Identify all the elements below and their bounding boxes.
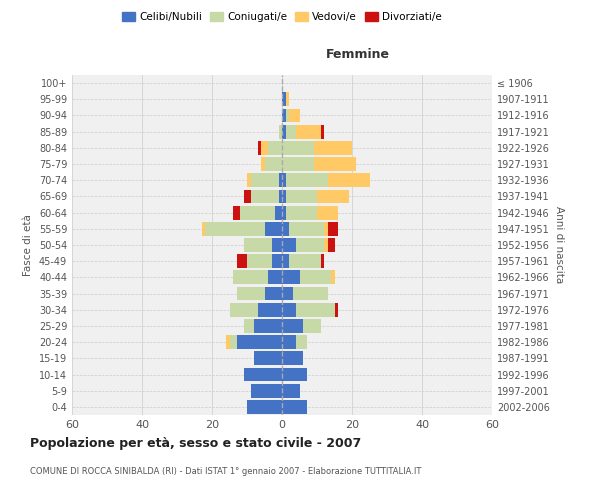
Bar [244, 190, 251, 203]
Bar [324, 238, 328, 252]
Bar [314, 157, 355, 171]
Bar [251, 174, 278, 187]
Y-axis label: Anni di nascita: Anni di nascita [554, 206, 563, 284]
Legend: Celibi/Nubili, Coniugati/e, Vedovi/e, Divorziati/e: Celibi/Nubili, Coniugati/e, Vedovi/e, Di… [118, 8, 446, 26]
Bar [282, 270, 299, 284]
Bar [289, 108, 299, 122]
Bar [205, 222, 265, 235]
Bar [320, 254, 324, 268]
Bar [265, 222, 282, 235]
Bar [247, 174, 251, 187]
Bar [236, 336, 282, 349]
Bar [244, 368, 282, 382]
Bar [335, 303, 338, 316]
Bar [282, 92, 286, 106]
Bar [282, 336, 296, 349]
Bar [324, 222, 328, 235]
Bar [226, 336, 229, 349]
Bar [282, 222, 289, 235]
Bar [314, 141, 352, 154]
Bar [328, 222, 338, 235]
Bar [282, 352, 303, 365]
Bar [286, 190, 317, 203]
Bar [236, 286, 265, 300]
Bar [202, 222, 205, 235]
Bar [257, 141, 261, 154]
Bar [282, 125, 286, 138]
Text: COMUNE DI ROCCA SINIBALDA (RI) - Dati ISTAT 1° gennaio 2007 - Elaborazione TUTTI: COMUNE DI ROCCA SINIBALDA (RI) - Dati IS… [30, 468, 421, 476]
Bar [286, 206, 317, 220]
Bar [328, 174, 370, 187]
Bar [244, 238, 271, 252]
Bar [240, 206, 275, 220]
Bar [233, 206, 240, 220]
Bar [289, 254, 320, 268]
Bar [296, 125, 320, 138]
Y-axis label: Fasce di età: Fasce di età [23, 214, 33, 276]
Bar [299, 270, 331, 284]
Bar [282, 206, 286, 220]
Bar [261, 157, 265, 171]
Bar [278, 125, 282, 138]
Bar [247, 254, 271, 268]
Bar [282, 368, 307, 382]
Bar [331, 270, 335, 284]
Bar [278, 190, 282, 203]
Bar [236, 254, 247, 268]
Bar [251, 384, 282, 398]
Bar [233, 270, 268, 284]
Bar [271, 254, 282, 268]
Bar [296, 336, 307, 349]
Bar [251, 190, 278, 203]
Bar [303, 319, 320, 333]
Bar [328, 238, 335, 252]
Bar [286, 92, 289, 106]
Bar [282, 400, 307, 414]
Bar [257, 303, 282, 316]
Bar [265, 286, 282, 300]
Bar [229, 336, 236, 349]
Bar [261, 141, 268, 154]
Bar [275, 206, 282, 220]
Bar [229, 303, 257, 316]
Bar [254, 319, 282, 333]
Bar [282, 141, 314, 154]
Bar [289, 222, 324, 235]
Bar [282, 254, 289, 268]
Bar [268, 141, 282, 154]
Bar [293, 286, 328, 300]
Bar [282, 303, 296, 316]
Bar [282, 157, 314, 171]
Bar [286, 108, 289, 122]
Bar [296, 238, 324, 252]
Bar [282, 108, 286, 122]
Bar [286, 174, 328, 187]
Bar [282, 286, 293, 300]
Bar [282, 190, 286, 203]
Bar [286, 125, 296, 138]
Bar [296, 303, 335, 316]
Bar [254, 352, 282, 365]
Bar [282, 238, 296, 252]
Bar [282, 174, 286, 187]
Bar [317, 206, 338, 220]
Text: Femmine: Femmine [326, 48, 389, 62]
Bar [268, 270, 282, 284]
Bar [244, 319, 254, 333]
Bar [317, 190, 349, 203]
Bar [247, 400, 282, 414]
Bar [282, 384, 299, 398]
Bar [271, 238, 282, 252]
Bar [265, 157, 282, 171]
Text: Popolazione per età, sesso e stato civile - 2007: Popolazione per età, sesso e stato civil… [30, 438, 361, 450]
Bar [320, 125, 324, 138]
Bar [282, 319, 303, 333]
Bar [278, 174, 282, 187]
